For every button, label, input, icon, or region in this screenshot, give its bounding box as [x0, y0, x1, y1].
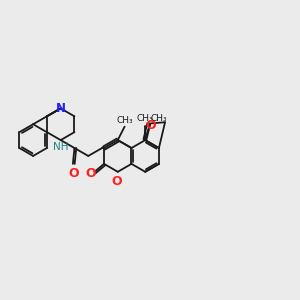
Text: N: N: [56, 102, 66, 115]
Text: CH₃: CH₃: [151, 114, 167, 123]
Text: CH₃: CH₃: [116, 116, 133, 124]
Text: O: O: [112, 175, 122, 188]
Text: NH: NH: [53, 142, 68, 152]
Text: O: O: [85, 167, 96, 180]
Text: O: O: [69, 167, 79, 180]
Text: O: O: [146, 119, 156, 132]
Text: CH₃: CH₃: [137, 114, 154, 123]
